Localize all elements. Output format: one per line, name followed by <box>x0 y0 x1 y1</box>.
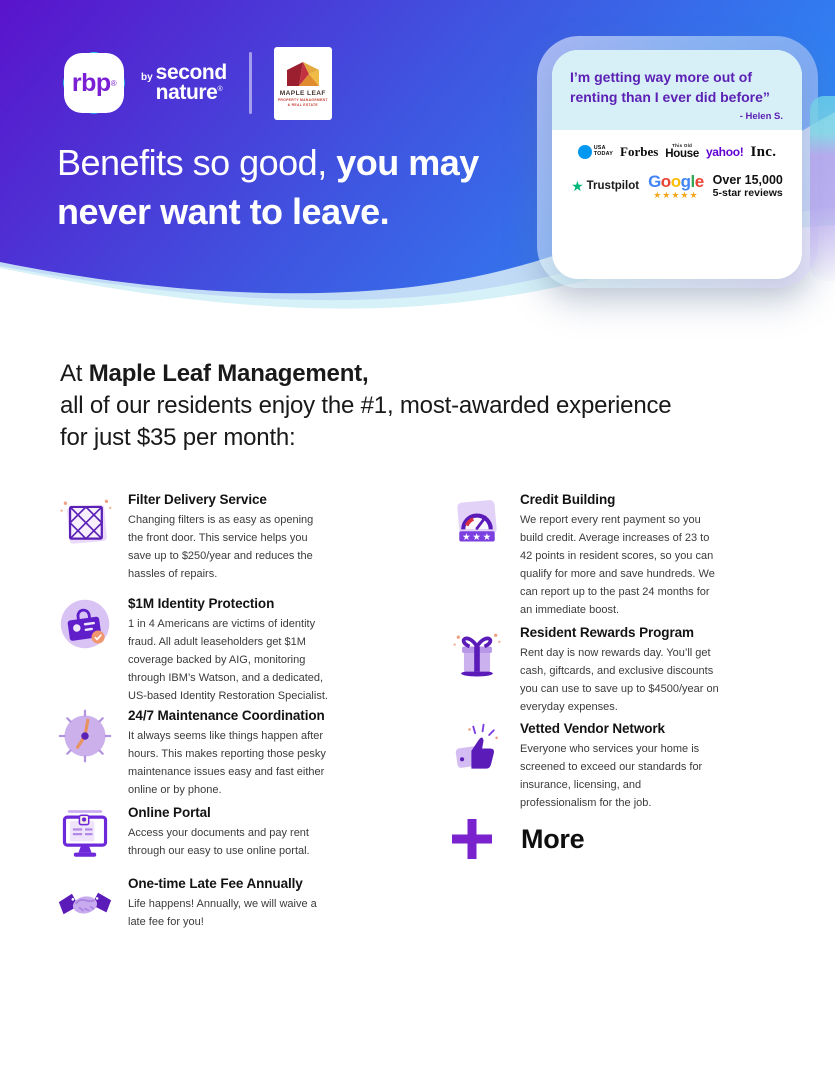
benefit-title: One-time Late Fee Annually <box>128 876 303 891</box>
benefit-title: $1M Identity Protection <box>128 596 275 611</box>
benefit-body: It always seems like things happen after… <box>128 730 326 796</box>
benefit-body: Life happens! Annually, we will waive a … <box>128 898 317 928</box>
benefit-filter-delivery: Filter Delivery Service Changing filters… <box>57 492 349 584</box>
benefit-late-fee: One-time Late Fee Annually Life happens!… <box>57 876 349 932</box>
benefit-title: Resident Rewards Program <box>520 625 694 640</box>
usa-today-logo: USA TODAY <box>577 145 613 160</box>
thumbs-up-icon <box>449 721 505 777</box>
media-logos-row: USA TODAY Forbes This Old House yahoo! I… <box>552 130 802 165</box>
benefit-body: Changing filters is as easy as opening t… <box>128 514 314 580</box>
this-old-house-logo: This Old House <box>665 143 699 160</box>
benefit-title: Vetted Vendor Network <box>520 721 665 736</box>
benefit-body: Access your documents and pay rent throu… <box>128 827 310 857</box>
svg-text:★: ★ <box>472 532 480 542</box>
svg-text:★: ★ <box>483 532 491 542</box>
benefit-body: Everyone who services your home is scree… <box>520 743 703 809</box>
monitor-icon <box>57 805 113 861</box>
gauge-icon: ★ ★ ★ <box>449 492 505 548</box>
testimonial-quote-section: I’m getting way more out of renting than… <box>552 50 802 130</box>
rbp-logo: rbp ® <box>57 46 131 120</box>
handshake-icon <box>57 876 113 932</box>
maple-leaf-title: MAPLE LEAF <box>279 89 326 97</box>
id-card-icon <box>57 596 113 652</box>
rbp-badge-icon <box>63 52 125 114</box>
benefit-vendor-network: Vetted Vendor Network Everyone who servi… <box>449 721 741 813</box>
rbp-wordmark: rbp ® <box>71 68 117 97</box>
plus-icon <box>452 819 492 859</box>
quote-line-2: renting than I ever did before” <box>570 88 770 105</box>
quote-line-1: I’m getting way more out of <box>570 69 753 85</box>
decorative-edge-strip <box>810 96 835 281</box>
benefit-identity-protection: $1M Identity Protection 1 in 4 Americans… <box>57 596 349 706</box>
by-label: by <box>141 72 153 84</box>
benefit-title: Credit Building <box>520 492 616 507</box>
usa-today-text: USA TODAY <box>593 145 613 158</box>
yahoo-logo: yahoo! <box>705 145 744 160</box>
benefit-body: 1 in 4 Americans are victims of identity… <box>128 618 328 702</box>
benefit-title: 24/7 Maintenance Coordination <box>128 708 325 723</box>
hero-headline: Benefits so good, you may never want to … <box>57 142 479 232</box>
more-benefits: More <box>449 816 585 862</box>
maple-leaf-subtitle2: & REAL ESTATE <box>287 102 318 107</box>
quote-attribution: - Helen S. <box>739 110 783 122</box>
second-nature-logo: by second nature® <box>141 61 228 104</box>
maple-leaf-logo: MAPLE LEAF PROPERTY MANAGEMENT & REAL ES… <box>273 46 332 120</box>
inc-logo: Inc. <box>750 143 777 160</box>
google-logo: Google ★★★★★ <box>648 173 704 200</box>
trustpilot-logo: ★ Trustpilot <box>571 178 640 195</box>
benefit-title: Filter Delivery Service <box>128 492 267 507</box>
header-logo-row: rbp ® by second nature® MAPLE LEAF PROPER… <box>57 46 332 120</box>
benefit-credit-building: ★ ★ ★ Credit Building We report every re… <box>449 492 741 620</box>
usa-today-circle-icon <box>577 145 592 160</box>
benefit-body: We report every rent payment so you buil… <box>520 514 715 616</box>
benefit-rewards-program: Resident Rewards Program Rent day is now… <box>449 625 741 717</box>
logo-divider <box>248 52 252 114</box>
second-nature-wordmark: second nature® <box>155 61 228 104</box>
intro-heading: At Maple Leaf Management, all of our res… <box>60 360 672 451</box>
maple-leaf-house-icon <box>286 61 319 86</box>
maple-leaf-subtitle: PROPERTY MANAGEMENT <box>277 97 328 102</box>
filter-icon <box>57 492 113 548</box>
svg-text:★: ★ <box>462 532 470 542</box>
google-wordmark: Google <box>648 171 704 191</box>
trustpilot-star-icon: ★ <box>571 178 584 195</box>
benefit-online-portal: Online Portal Access your documents and … <box>57 805 349 861</box>
more-label: More <box>521 823 585 854</box>
google-stars-icon: ★★★★★ <box>653 189 699 200</box>
forbes-logo: Forbes <box>620 144 659 160</box>
reviews-row: ★ Trustpilot Google ★★★★★ Over 15,000 5-… <box>552 165 802 200</box>
gift-icon <box>449 625 505 681</box>
benefit-body: Rent day is now rewards day. You’ll get … <box>520 647 719 713</box>
reviews-count: Over 15,000 5-star reviews <box>712 173 783 200</box>
testimonial-card: I’m getting way more out of renting than… <box>552 50 802 279</box>
benefit-title: Online Portal <box>128 805 211 820</box>
benefit-maintenance: 24/7 Maintenance Coordination It always … <box>57 708 349 800</box>
clock-icon <box>57 708 113 764</box>
